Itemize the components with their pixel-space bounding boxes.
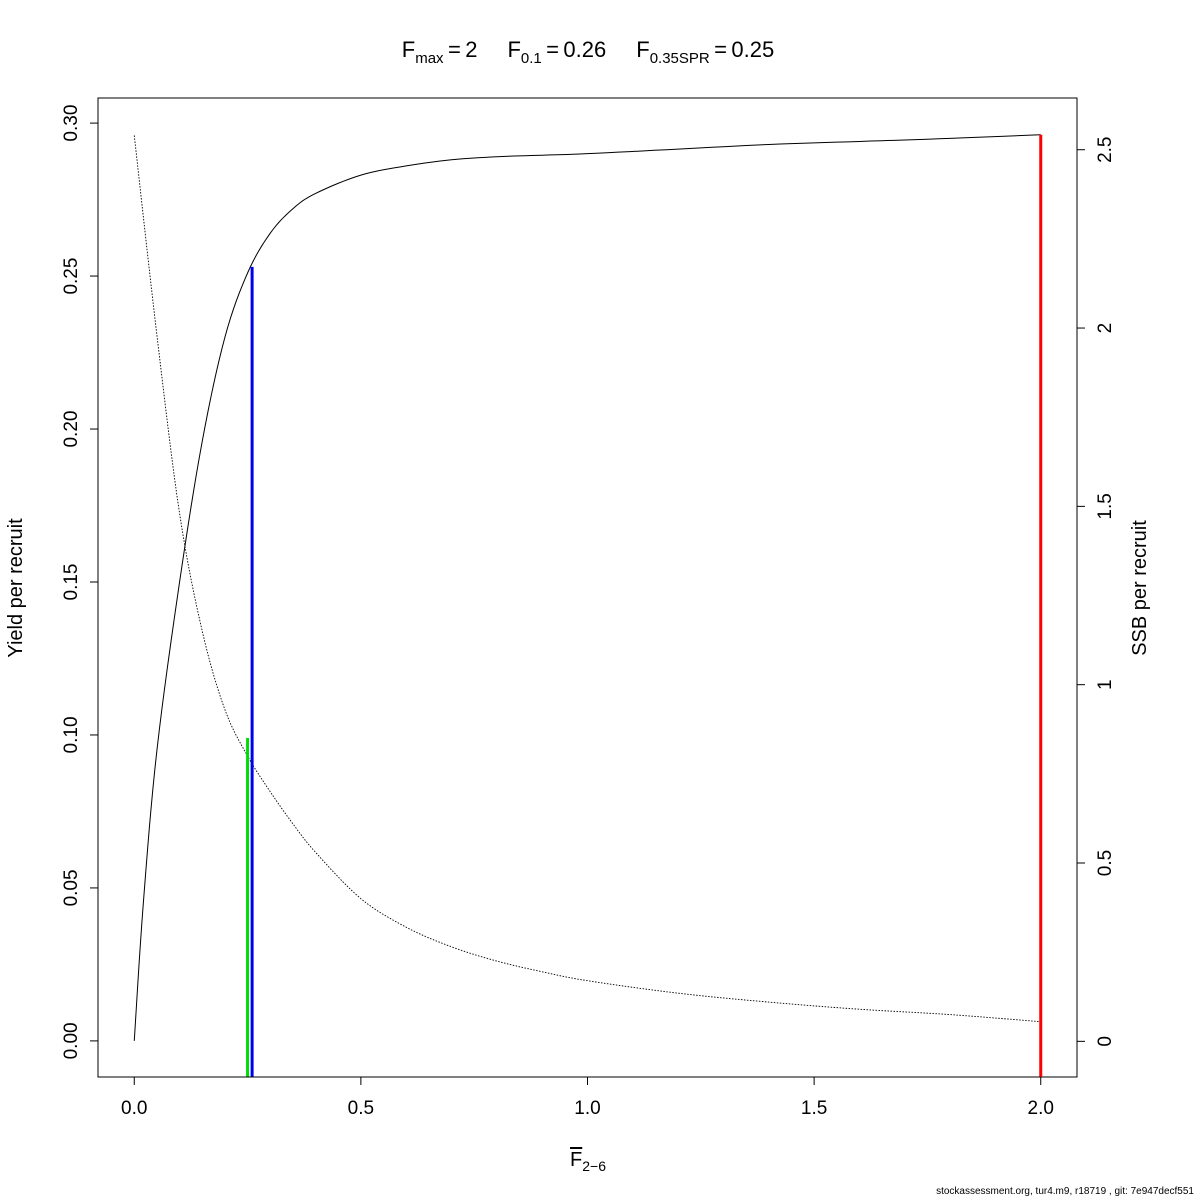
y-left-tick-label: 0.15 bbox=[61, 564, 82, 601]
x-axis-label: F2−6 bbox=[570, 1149, 606, 1174]
y-left-tick-label: 0.30 bbox=[61, 105, 82, 142]
chart-title: Fmax = 2 F0.1 = 0.26 F0.35SPR = 0.25 bbox=[402, 37, 774, 67]
y-right-tick-label: 1 bbox=[1095, 679, 1116, 690]
y-left-tick-label: 0.10 bbox=[61, 716, 82, 753]
yield-per-recruit-line bbox=[133, 134, 1041, 1041]
y-left-tick-label: 0.00 bbox=[61, 1022, 82, 1059]
x-tick-label: 0.5 bbox=[348, 1098, 374, 1119]
ssb-per-recruit-line bbox=[133, 135, 1041, 1023]
y-right-tick-label: 0.5 bbox=[1095, 850, 1116, 876]
x-tick-label: 0.0 bbox=[121, 1098, 147, 1119]
plot-frame bbox=[97, 97, 1078, 1078]
series-layer bbox=[133, 134, 1041, 1041]
y-left-tick-label: 0.25 bbox=[61, 258, 82, 295]
y-right-tick-label: 0 bbox=[1095, 1036, 1116, 1047]
y-axis-label-left: Yield per recruit bbox=[5, 518, 27, 658]
x-tick-label: 1.5 bbox=[801, 1098, 827, 1119]
x-tick-label: 2.0 bbox=[1028, 1098, 1054, 1119]
y-right-tick-label: 2 bbox=[1095, 323, 1116, 334]
x-tick-label: 1.0 bbox=[574, 1098, 600, 1119]
y-right-tick-label: 1.5 bbox=[1095, 493, 1116, 519]
y-right-tick-label: 2.5 bbox=[1095, 137, 1116, 163]
reference-lines bbox=[246, 134, 1043, 1077]
y-axis-label-right: SSB per recruit bbox=[1129, 520, 1151, 656]
y-left-tick-label: 0.20 bbox=[61, 411, 82, 448]
axes: 0.0 0.5 1.0 1.5 2.0 0.00 0.05 0.10 0.15 0.20 0.25 0… bbox=[61, 105, 1116, 1119]
y-left-tick-label: 0.05 bbox=[61, 869, 82, 906]
footer-credit: stockassessment.org, tur4.m9, r18719 , g… bbox=[936, 1186, 1194, 1197]
